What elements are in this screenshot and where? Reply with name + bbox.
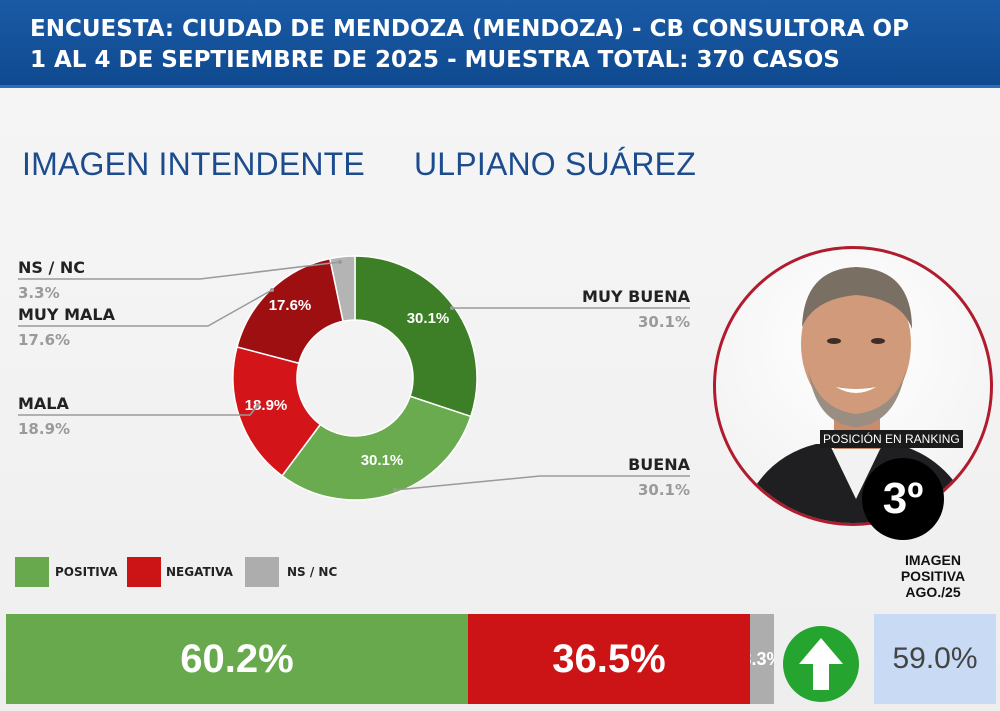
slice-value-label: 18.9% bbox=[245, 397, 288, 414]
callout-line bbox=[18, 289, 273, 327]
callout-dot bbox=[270, 288, 274, 292]
bar-segment-ns-nc: 3.3% bbox=[750, 614, 774, 704]
previous-label-line-3: AGO./25 bbox=[905, 584, 961, 600]
ranking-badge: 3º bbox=[862, 458, 944, 540]
callout-label: BUENA bbox=[628, 455, 691, 474]
legend-swatch-negativa bbox=[127, 557, 161, 587]
legend-label-positiva: POSITIVA bbox=[55, 565, 118, 579]
slice-value-label: 30.1% bbox=[407, 310, 450, 327]
callout-line bbox=[394, 475, 690, 491]
callout-label: MUY MALA bbox=[18, 305, 116, 324]
callout-dot bbox=[450, 306, 454, 310]
politician-photo bbox=[713, 246, 993, 526]
callout-line bbox=[18, 404, 259, 416]
donut-slice bbox=[232, 346, 322, 477]
header-line-1: ENCUESTA: CIUDAD DE MENDOZA (MENDOZA) - … bbox=[30, 16, 909, 42]
callout-value: 17.6% bbox=[18, 331, 70, 349]
legend-label-negativa: NEGATIVA bbox=[166, 565, 233, 579]
callout-dot bbox=[393, 488, 397, 492]
donut-slice bbox=[354, 255, 478, 418]
header-line-2: 1 AL 4 DE SEPTIEMBRE DE 2025 - MUESTRA T… bbox=[30, 47, 840, 73]
callout-value: 30.1% bbox=[638, 313, 690, 331]
callout-label: NS / NC bbox=[18, 258, 85, 277]
callout-dot bbox=[256, 403, 260, 407]
previous-value: 59.0% bbox=[892, 642, 978, 675]
stacked-bar: 60.2% 36.5% 3.3% bbox=[6, 614, 774, 704]
slice-value-label: 30.1% bbox=[361, 452, 404, 469]
callout-value: 30.1% bbox=[638, 481, 690, 499]
slice-value-label: 17.6% bbox=[269, 297, 312, 314]
previous-label-line-2: POSITIVA bbox=[900, 568, 966, 584]
callout-label: MUY BUENA bbox=[582, 287, 691, 306]
portrait-illustration bbox=[737, 267, 976, 523]
bar-value-label: 36.5% bbox=[552, 636, 666, 681]
callout-line bbox=[18, 261, 341, 280]
callout-dot bbox=[338, 260, 342, 264]
bar-segment-negativa: 36.5% bbox=[468, 614, 750, 704]
donut-slice bbox=[281, 395, 472, 501]
up-arrow-icon bbox=[783, 626, 859, 702]
bar-value-label: 3.3% bbox=[750, 648, 774, 669]
previous-label-line-1: IMAGEN bbox=[905, 552, 961, 568]
politician-name: ULPIANO SUÁREZ bbox=[414, 146, 696, 182]
bar-segment-positiva: 60.2% bbox=[6, 614, 468, 704]
header-banner: ENCUESTA: CIUDAD DE MENDOZA (MENDOZA) - … bbox=[0, 0, 1000, 88]
callout-value: 3.3% bbox=[18, 284, 60, 302]
ranking-caption: POSICIÓN EN RANKING bbox=[820, 430, 963, 448]
callout-label: MALA bbox=[18, 394, 70, 413]
callout-value: 18.9% bbox=[18, 420, 70, 438]
legend-label-nsnc: NS / NC bbox=[287, 565, 338, 579]
previous-label: IMAGEN POSITIVA AGO./25 bbox=[872, 552, 994, 600]
previous-value-box: 59.0% bbox=[874, 614, 996, 704]
bar-value-label: 60.2% bbox=[180, 636, 294, 681]
legend-swatch-nsnc bbox=[245, 557, 279, 587]
legend-swatch-positiva bbox=[15, 557, 49, 587]
ranking-value: 3º bbox=[882, 474, 924, 523]
section-title: IMAGEN INTENDENTE bbox=[22, 146, 365, 182]
donut-slice bbox=[328, 255, 356, 323]
